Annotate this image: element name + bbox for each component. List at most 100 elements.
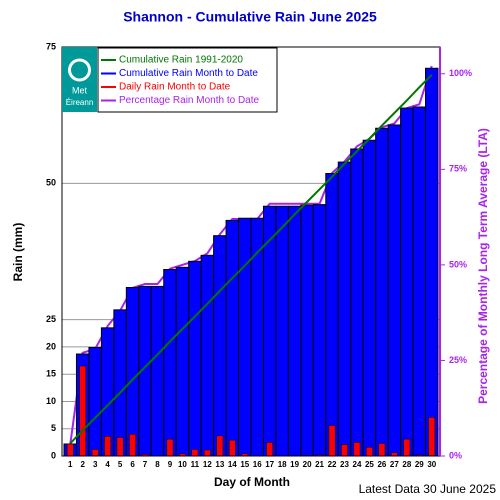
x-tick-label: 28 — [402, 460, 411, 469]
line — [69, 74, 433, 445]
bar — [129, 433, 136, 457]
y2-tick-label: 50% — [449, 259, 467, 269]
y-tick-label: 75 — [46, 41, 56, 51]
legend-label: Daily Rain Month to Date — [119, 82, 231, 93]
bar — [300, 204, 314, 457]
y-tick-label: 20 — [46, 341, 56, 351]
bar — [125, 286, 140, 457]
bar — [428, 417, 436, 457]
bar — [425, 67, 439, 457]
bar — [400, 107, 414, 457]
legend-label: Cumulative Rain Month to Date — [119, 68, 258, 79]
bar — [350, 148, 364, 457]
bar — [188, 260, 202, 457]
bar — [116, 437, 124, 457]
y-tick-label: 0 — [51, 450, 56, 460]
bar — [216, 435, 224, 457]
bar — [362, 139, 377, 457]
bar — [341, 444, 348, 457]
bar — [88, 346, 102, 457]
x-tick-label: 19 — [290, 460, 299, 469]
y-tick-label: 10 — [46, 396, 56, 406]
y2-tick-label: 75% — [449, 164, 467, 174]
bar — [266, 442, 274, 457]
x-tick-label: 22 — [328, 460, 337, 469]
x-tick-label: 10 — [178, 460, 187, 469]
bar — [275, 205, 289, 457]
x-tick-label: 15 — [240, 460, 249, 469]
x-tick-label: 3 — [93, 460, 98, 469]
bar — [166, 438, 174, 457]
y-tick-label: 15 — [46, 369, 56, 379]
bar — [79, 365, 87, 457]
x-tick-label: 1 — [68, 460, 73, 469]
bar — [287, 205, 302, 457]
legend-label: Cumulative Rain 1991-2020 — [119, 55, 243, 66]
y-tick-label: 50 — [46, 178, 56, 188]
bar — [191, 449, 199, 457]
logo-swirl — [68, 58, 91, 82]
bar — [412, 106, 427, 457]
bar — [200, 254, 215, 457]
x-tick-label: 9 — [168, 460, 173, 469]
bar — [163, 268, 177, 457]
x-tick-label: 13 — [215, 460, 224, 469]
legend — [97, 47, 278, 113]
x-tick-label: 30 — [427, 460, 436, 469]
x-tick-label: 29 — [415, 460, 424, 469]
x-tick-label: 24 — [353, 460, 362, 469]
y2-axis-label: Percentage of Monthly Long Term Average … — [476, 128, 490, 404]
x-tick-label: 21 — [315, 460, 324, 469]
x-tick-label: 11 — [191, 460, 200, 469]
y-tick-label: 25 — [46, 314, 56, 324]
y2-tick-label: 100% — [449, 68, 472, 78]
logo-text: Éireann — [66, 98, 94, 107]
legend-label: Percentage Rain Month to Date — [119, 95, 260, 106]
x-tick-label: 12 — [203, 460, 212, 469]
x-tick-label: 14 — [228, 460, 237, 469]
bar — [403, 438, 411, 457]
bar — [366, 447, 373, 457]
bar — [353, 442, 361, 457]
y2-tick-label: 25% — [449, 355, 467, 365]
bar — [104, 436, 112, 457]
footer: Latest Data 30 June 2025 — [359, 482, 497, 496]
x-tick-label: 23 — [340, 460, 349, 469]
bar — [66, 443, 74, 457]
x-tick-label: 5 — [118, 460, 123, 469]
bar — [375, 127, 389, 457]
x-tick-label: 7 — [143, 460, 148, 469]
bar — [113, 309, 127, 457]
x-tick-label: 2 — [80, 460, 85, 469]
bar — [213, 235, 227, 457]
bar — [225, 219, 240, 457]
x-tick-label: 16 — [253, 460, 262, 469]
bar — [150, 285, 165, 457]
chart-title: Shannon - Cumulative Rain June 2025 — [123, 9, 377, 25]
bar — [91, 449, 99, 457]
bar — [228, 439, 236, 457]
logo-text: Met — [72, 85, 88, 95]
x-tick-label: 6 — [130, 460, 135, 469]
x-tick-label: 27 — [390, 460, 399, 469]
bar — [328, 425, 336, 457]
bar — [325, 173, 339, 457]
x-tick-label: 4 — [105, 460, 110, 469]
x-tick-label: 20 — [303, 460, 312, 469]
bar — [337, 161, 352, 457]
x-tick-label: 17 — [265, 460, 274, 469]
x-tick-label: 25 — [365, 460, 374, 469]
x-tick-label: 26 — [377, 460, 386, 469]
x-tick-label: 8 — [155, 460, 160, 469]
bar — [175, 266, 190, 457]
y-axis-label: Rain (mm) — [11, 223, 25, 282]
bar — [312, 204, 327, 457]
bar — [204, 449, 211, 457]
bar — [378, 443, 386, 457]
x-tick-label: 18 — [278, 460, 287, 469]
bar — [238, 217, 252, 457]
x-axis-label: Day of Month — [214, 475, 290, 489]
y-tick-label: 5 — [51, 423, 56, 433]
y2-tick-label: 0% — [449, 450, 462, 460]
